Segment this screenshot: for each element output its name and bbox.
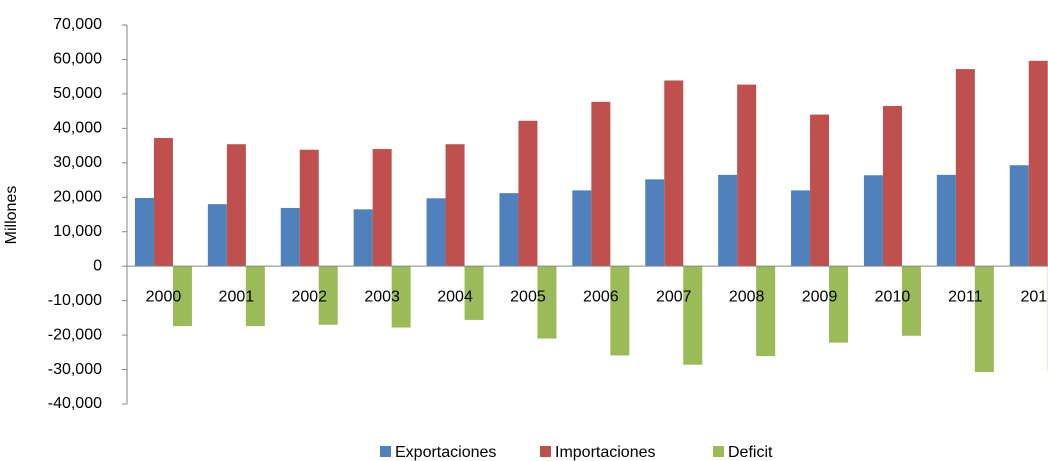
bar	[810, 114, 830, 267]
bar	[610, 266, 630, 356]
bar	[829, 266, 849, 343]
x-tick-label: 2007	[656, 288, 692, 305]
bar	[353, 209, 373, 267]
x-tick-label: 2012	[1020, 288, 1048, 305]
bar	[683, 266, 703, 365]
bar	[572, 190, 592, 267]
bar	[153, 138, 173, 267]
y-axis-label: Millones	[3, 186, 20, 245]
legend-label: Exportaciones	[395, 444, 496, 461]
bar	[207, 204, 227, 267]
y-tick-label: 50,000	[53, 85, 102, 102]
x-tick-label: 2010	[875, 288, 911, 305]
bar	[882, 105, 902, 267]
legend-label: Importaciones	[555, 444, 656, 461]
legend-swatch	[713, 446, 724, 457]
bar	[756, 266, 776, 357]
bar	[464, 266, 484, 320]
y-tick-label: -30,000	[48, 361, 102, 378]
y-tick-label: 20,000	[53, 188, 102, 205]
x-tick-label: 2004	[437, 288, 473, 305]
x-tick-label: 2005	[510, 288, 546, 305]
bar	[645, 179, 665, 267]
bar	[499, 193, 519, 267]
bar	[791, 190, 811, 267]
bar	[1028, 60, 1048, 267]
bar	[518, 120, 538, 267]
bar	[299, 149, 319, 267]
bar	[318, 266, 338, 325]
bar	[280, 207, 300, 267]
bar	[226, 144, 246, 267]
bar	[1009, 165, 1029, 267]
x-tick-label: 2003	[364, 288, 400, 305]
x-tick-label: 2002	[291, 288, 327, 305]
bar	[863, 175, 883, 267]
bar	[936, 174, 956, 267]
bar	[718, 174, 738, 267]
x-tick-label: 2011	[948, 288, 983, 305]
x-tick-label: 2000	[146, 288, 182, 305]
legend-swatch	[540, 446, 551, 457]
y-tick-label: 40,000	[53, 120, 102, 137]
bar	[537, 266, 557, 339]
y-tick-label: 30,000	[53, 154, 102, 171]
x-tick-label: 2009	[802, 288, 838, 305]
legend-swatch	[380, 446, 391, 457]
y-tick-label: 10,000	[53, 223, 102, 240]
legend-label: Deficit	[728, 444, 773, 461]
x-tick-label: 2008	[729, 288, 765, 305]
bar	[737, 84, 757, 267]
y-tick-label: -10,000	[48, 292, 102, 309]
bar	[445, 144, 465, 267]
bar	[172, 266, 192, 327]
x-tick-label: 2006	[583, 288, 619, 305]
bar	[591, 101, 611, 267]
bar	[245, 266, 265, 327]
bar	[974, 266, 994, 372]
x-tick-label: 2001	[219, 288, 255, 305]
bar	[901, 266, 921, 336]
bar	[426, 198, 446, 267]
bar	[372, 149, 392, 267]
y-tick-label: 0	[93, 257, 102, 274]
bar	[391, 266, 411, 328]
y-tick-label: -40,000	[48, 395, 102, 412]
y-tick-label: 60,000	[53, 51, 102, 68]
bar	[955, 69, 975, 267]
y-tick-label: 70,000	[53, 16, 102, 33]
bar	[134, 197, 154, 267]
y-tick-label: -20,000	[48, 326, 102, 343]
bar	[664, 80, 684, 267]
